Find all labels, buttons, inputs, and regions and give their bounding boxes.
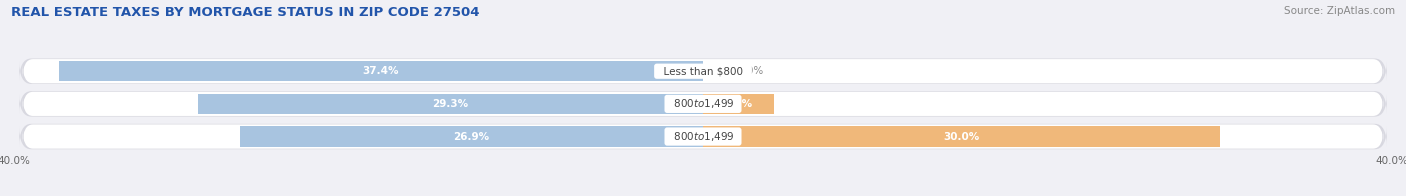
Text: 30.0%: 30.0% [943,132,980,142]
Text: $800 to $1,499: $800 to $1,499 [666,130,740,143]
Text: REAL ESTATE TAXES BY MORTGAGE STATUS IN ZIP CODE 27504: REAL ESTATE TAXES BY MORTGAGE STATUS IN … [11,6,479,19]
Text: 26.9%: 26.9% [453,132,489,142]
Text: 37.4%: 37.4% [363,66,399,76]
Bar [239,126,703,147]
Text: Source: ZipAtlas.com: Source: ZipAtlas.com [1284,6,1395,16]
FancyBboxPatch shape [22,59,1384,83]
Text: 0.0%: 0.0% [738,66,763,76]
Bar [703,126,1219,147]
FancyBboxPatch shape [20,91,1386,117]
Bar [59,61,703,81]
Bar [198,94,703,114]
FancyBboxPatch shape [22,124,1384,149]
FancyBboxPatch shape [22,92,1384,116]
Text: $800 to $1,499: $800 to $1,499 [666,97,740,110]
FancyBboxPatch shape [20,58,1386,84]
Bar [703,94,773,114]
FancyBboxPatch shape [20,124,1386,149]
Text: 4.1%: 4.1% [724,99,752,109]
Text: 29.3%: 29.3% [433,99,468,109]
Text: Less than $800: Less than $800 [657,66,749,76]
